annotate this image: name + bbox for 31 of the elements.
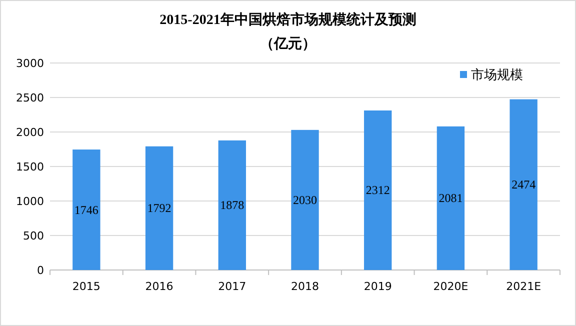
- bar: [364, 110, 392, 270]
- x-tick-label: 2015: [72, 280, 100, 293]
- chart-subtitle: （亿元）: [260, 36, 316, 52]
- y-tick-label: 1500: [16, 160, 44, 174]
- chart-title: 2015-2021年中国烘焙市场规模统计及预测: [160, 11, 416, 28]
- x-tick-label: 2021E: [506, 280, 542, 293]
- y-tick-label: 2000: [16, 126, 44, 139]
- bar: [218, 140, 246, 270]
- data-label: 2030: [293, 192, 317, 207]
- bar: [436, 126, 465, 270]
- x-tick-label: 2018: [291, 280, 319, 293]
- x-tick-label: 2020E: [433, 280, 468, 293]
- y-tick-label: 2500: [16, 92, 44, 104]
- x-tick-label: 2016: [145, 280, 174, 293]
- legend-label: 市场规模: [471, 68, 523, 83]
- y-tick-label: 500: [23, 230, 44, 242]
- data-label: 2312: [366, 183, 390, 198]
- bar: [291, 130, 319, 270]
- data-label: 2081: [438, 191, 463, 206]
- data-label: 1746: [74, 202, 98, 217]
- y-tick-label: 3000: [16, 57, 44, 70]
- data-label: 1792: [147, 201, 172, 216]
- y-tick-label: 0: [37, 264, 44, 277]
- data-label: 1878: [220, 198, 244, 212]
- x-tick-label: 2017: [218, 280, 246, 293]
- y-tick-label: 1000: [16, 195, 44, 208]
- x-tick-label: 2019: [364, 280, 392, 293]
- data-label: 2474: [512, 178, 536, 192]
- bar: [510, 99, 538, 270]
- bar: [72, 150, 100, 270]
- bar: [145, 146, 174, 270]
